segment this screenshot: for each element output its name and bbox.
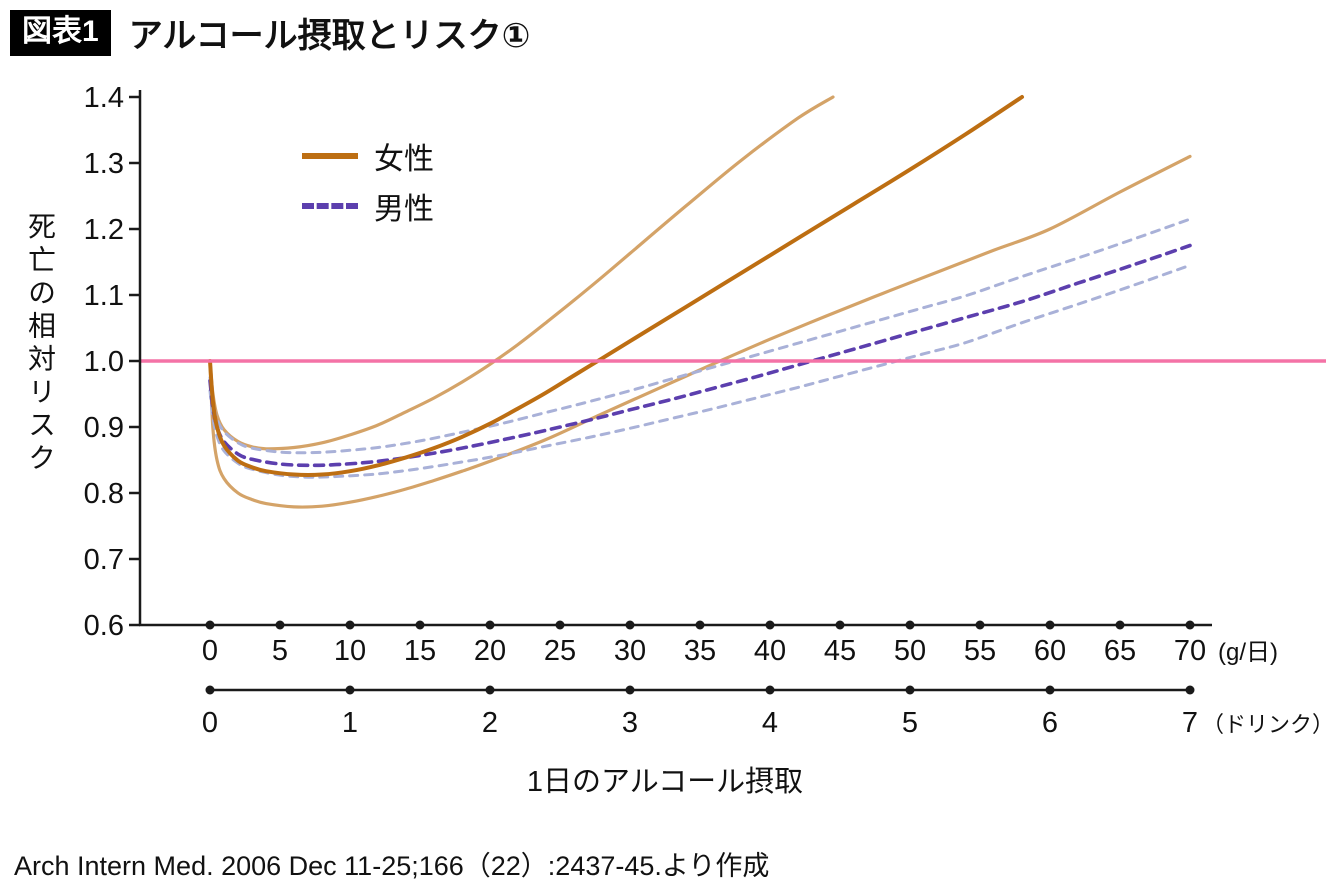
series-female-ci-lower: [208, 154, 1192, 509]
drinks-axis-dot: [345, 685, 355, 695]
drinks-tick-label: 1: [342, 707, 358, 739]
series-female-center: [208, 95, 1024, 477]
series-male-ci-upper: [208, 217, 1192, 455]
y-tick-label: 1.4: [84, 82, 124, 114]
x-axis-unit-g: (g/日): [1218, 639, 1278, 666]
drinks-axis-dot: [905, 685, 915, 695]
x-tick-label: 0: [202, 635, 218, 667]
y-tick-label: 0.7: [84, 544, 124, 576]
figure-badge: 図表1: [10, 9, 111, 56]
y-tick-label: 1.1: [84, 280, 124, 312]
female-line-swatch: [302, 153, 358, 159]
x-axis-dot: [275, 620, 285, 630]
x-tick-label: 45: [824, 635, 856, 667]
figure-header: 図表1 アルコール摂取とリスク①: [10, 8, 530, 57]
x-axis-dot: [975, 620, 985, 630]
x-axis-dot: [1185, 620, 1195, 630]
x-axis-dot: [345, 620, 355, 630]
x-axis-dot: [415, 620, 425, 630]
y-tick-label: 1.3: [84, 148, 124, 180]
x-axis-dot: [625, 620, 635, 630]
drinks-axis-dot: [485, 685, 495, 695]
male-line-swatch: [302, 203, 358, 209]
drinks-axis-dot: [1045, 685, 1055, 695]
series-male-center: [208, 243, 1192, 468]
y-tick-label: 0.8: [84, 478, 124, 510]
x-axis-dot: [205, 620, 215, 630]
y-tick-label: 1.0: [84, 346, 124, 378]
drinks-tick-label: 2: [482, 707, 498, 739]
drinks-tick-label: 6: [1042, 707, 1058, 739]
drinks-tick-label: 3: [622, 707, 638, 739]
legend-label-male: 男性: [374, 193, 434, 226]
y-tick-label: 0.6: [84, 610, 124, 642]
legend-label-female: 女性: [374, 143, 434, 176]
source-citation: Arch Intern Med. 2006 Dec 11-25;166（22）:…: [14, 851, 770, 881]
series-male-ci-lower: [208, 263, 1192, 479]
y-tick-label: 1.2: [84, 214, 124, 246]
x-tick-label: 20: [474, 635, 506, 667]
x-axis-dot: [1115, 620, 1125, 630]
x-axis-title: 1日のアルコール摂取: [526, 766, 804, 798]
x-tick-label: 40: [754, 635, 786, 667]
x-axis-dot: [905, 620, 915, 630]
drinks-axis-dot: [1185, 685, 1195, 695]
x-axis-dot: [555, 620, 565, 630]
y-axis-title: 死亡の相対リスク: [25, 212, 56, 476]
x-axis-dot: [765, 620, 775, 630]
x-tick-label: 5: [272, 635, 288, 667]
x-axis-dot: [485, 620, 495, 630]
drinks-tick-label: 7: [1182, 707, 1198, 739]
x-tick-label: 70: [1174, 635, 1206, 667]
chart-legend: 女性 男性: [302, 136, 434, 226]
x-tick-label: 55: [964, 635, 996, 667]
x-tick-label: 30: [614, 635, 646, 667]
drinks-tick-label: 5: [902, 707, 918, 739]
legend-item-male: 男性: [302, 186, 434, 226]
x-tick-label: 35: [684, 635, 716, 667]
x-tick-label: 10: [334, 635, 366, 667]
drinks-tick-label: 0: [202, 707, 218, 739]
x-axis-unit-drinks: （ドリンク）: [1202, 712, 1334, 737]
drinks-axis-dot: [765, 685, 775, 695]
x-axis-dot: [695, 620, 705, 630]
x-tick-label: 50: [894, 635, 926, 667]
x-tick-label: 15: [404, 635, 436, 667]
x-axis-dot: [835, 620, 845, 630]
drinks-axis-dot: [205, 685, 215, 695]
x-tick-label: 65: [1104, 635, 1136, 667]
series-female-ci-upper: [208, 95, 835, 451]
figure-title: アルコール摂取とリスク①: [128, 17, 531, 55]
legend-item-female: 女性: [302, 136, 434, 176]
x-tick-label: 25: [544, 635, 576, 667]
x-axis-dot: [1045, 620, 1055, 630]
drinks-tick-label: 4: [762, 707, 778, 739]
drinks-axis-dot: [625, 685, 635, 695]
x-tick-label: 60: [1034, 635, 1066, 667]
y-tick-label: 0.9: [84, 412, 124, 444]
